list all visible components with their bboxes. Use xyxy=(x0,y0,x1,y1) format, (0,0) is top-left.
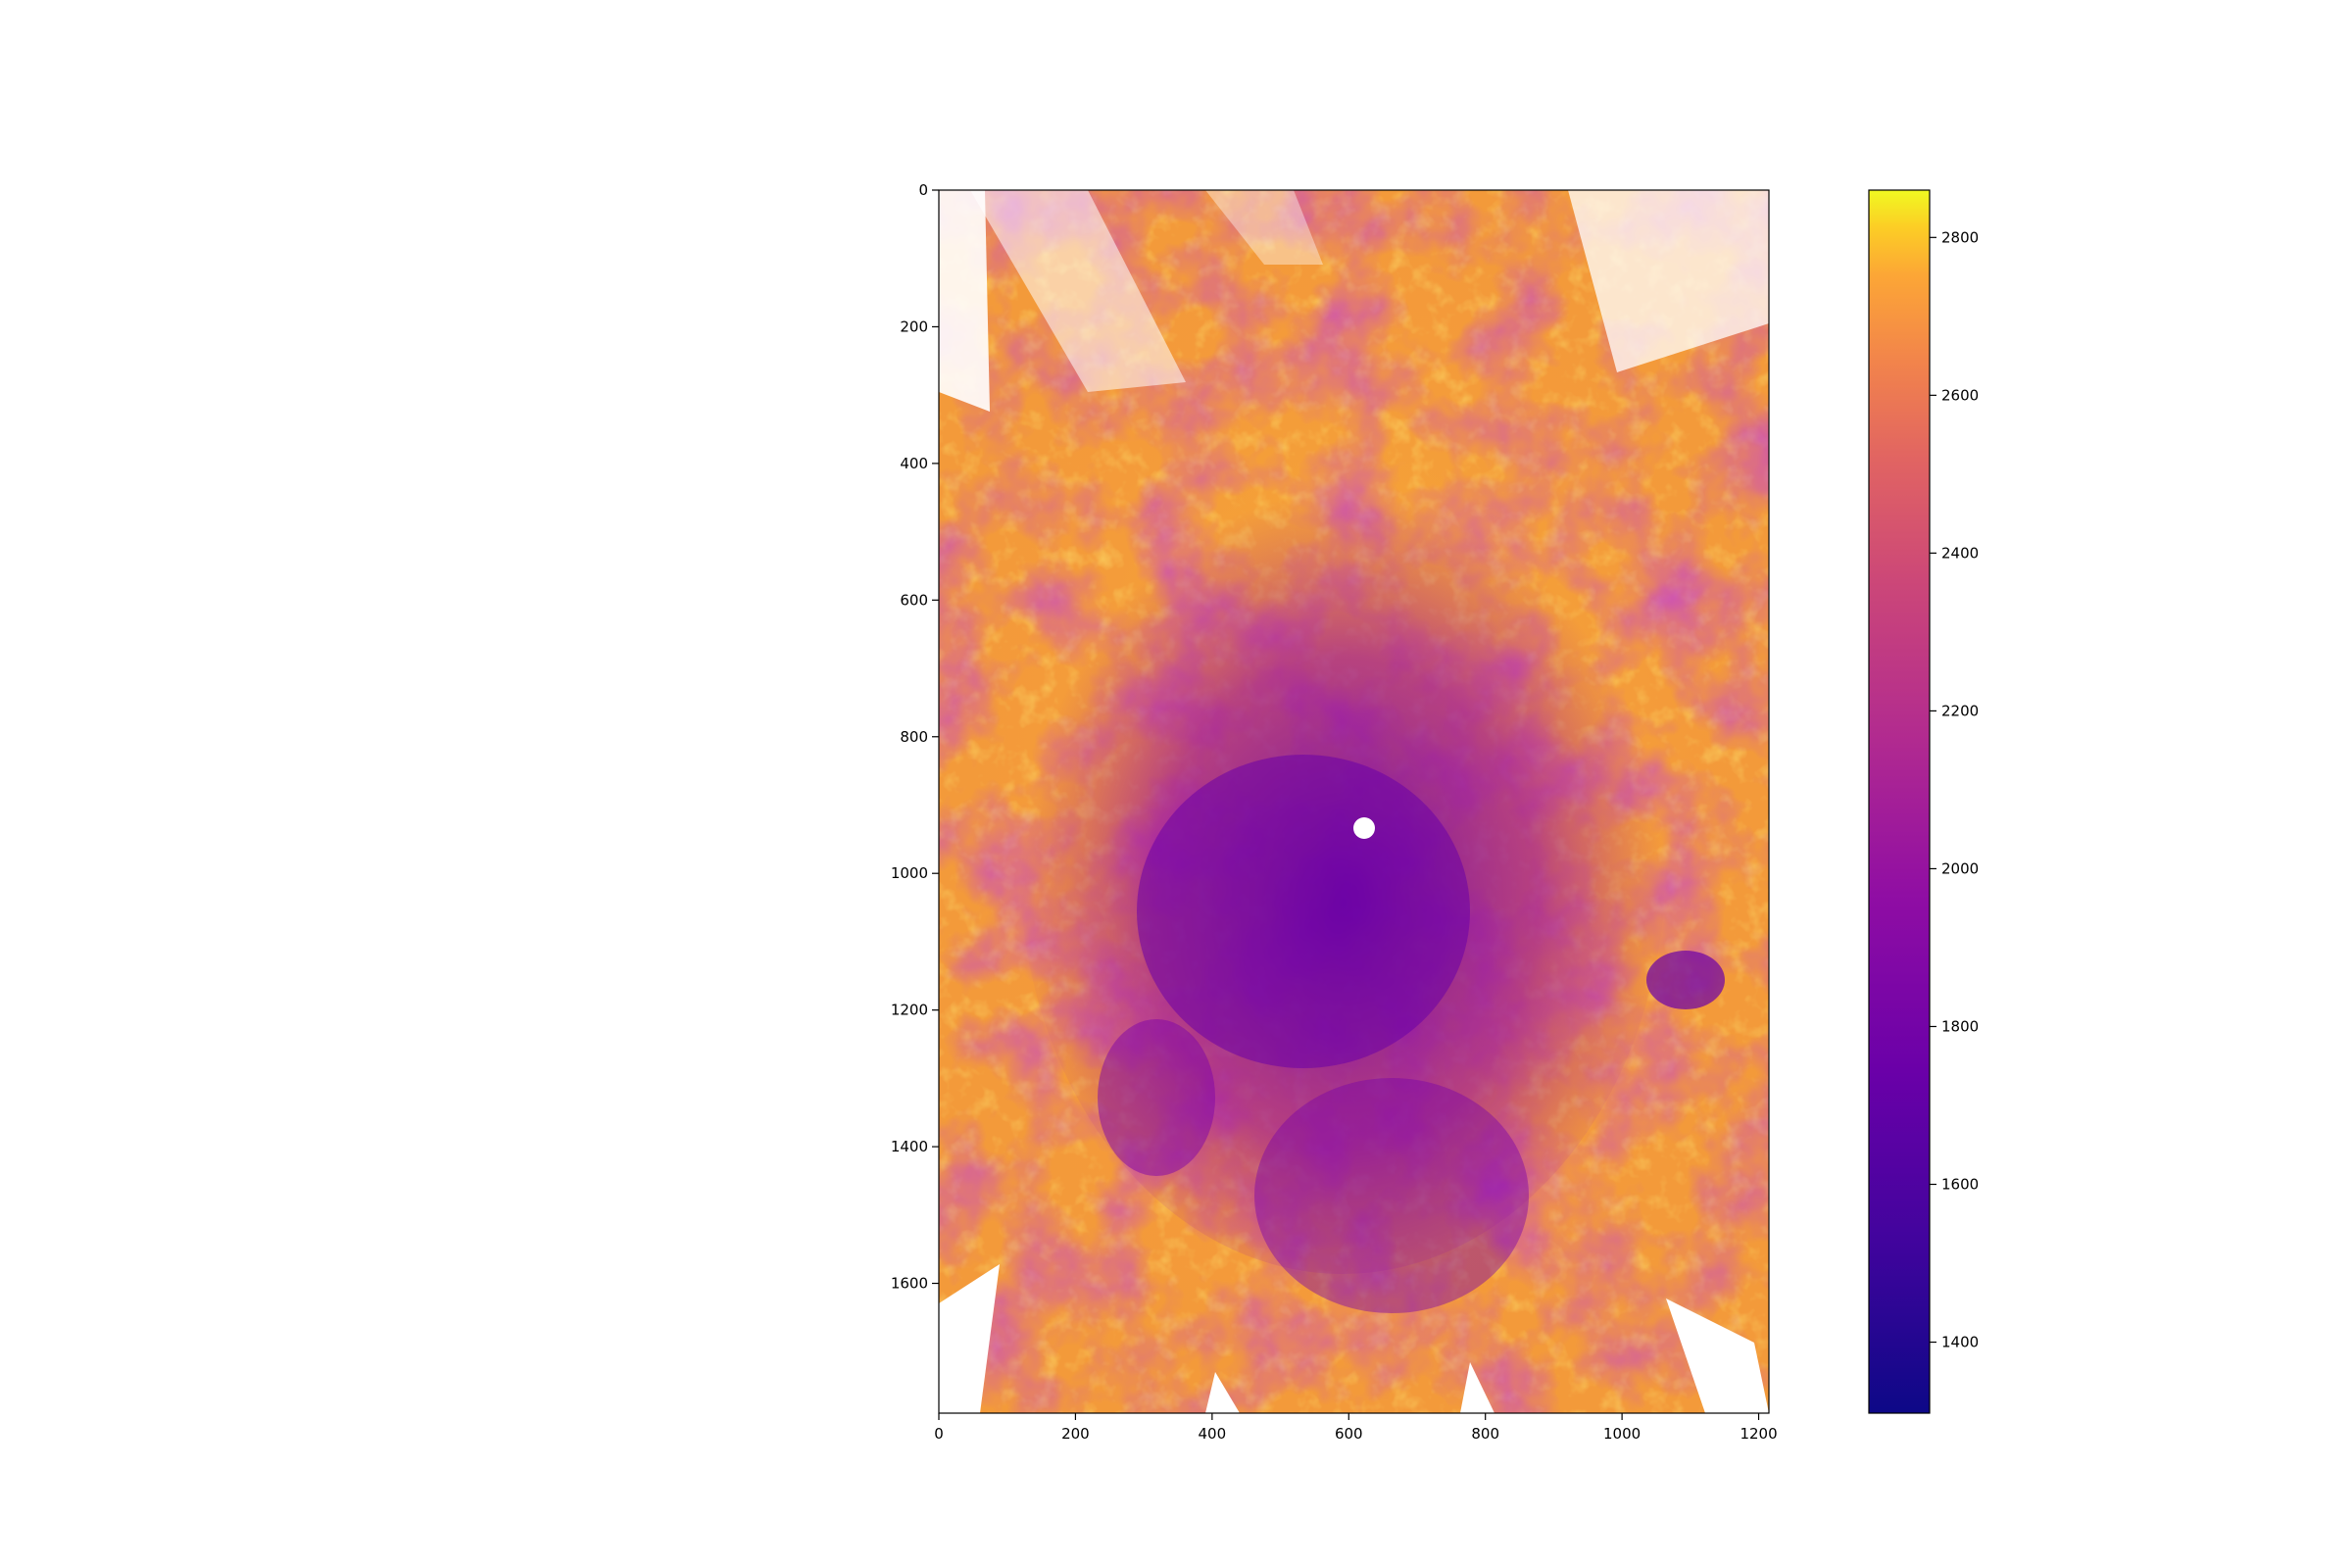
heatmap-image xyxy=(939,190,1769,1413)
x-axis: 0 200 400 600 800 1000 1200 xyxy=(934,1413,1778,1443)
plot-frame xyxy=(938,189,1770,1414)
y-tick-label: 1600 xyxy=(891,1275,928,1293)
x-tick-label: 1200 xyxy=(1740,1425,1777,1443)
y-tick-label: 1400 xyxy=(891,1138,928,1155)
x-tick-label: 600 xyxy=(1335,1425,1363,1443)
colorbar-tick-label: 1600 xyxy=(1941,1176,1979,1194)
y-tick-label: 800 xyxy=(900,728,928,746)
colorbar-tick-label: 1400 xyxy=(1941,1334,1979,1351)
colorbar-frame xyxy=(1868,189,1931,1414)
y-axis: 0 200 400 600 800 1000 1200 1400 1600 xyxy=(891,181,939,1293)
colorbar-gradient xyxy=(1869,190,1930,1413)
colorbar-tick-label: 2400 xyxy=(1941,544,1979,562)
y-tick-label: 1200 xyxy=(891,1002,928,1019)
colorbar-tick-label: 1800 xyxy=(1941,1017,1979,1035)
y-tick-label: 0 xyxy=(918,181,928,199)
colorbar-tick-label: 2000 xyxy=(1941,859,1979,877)
x-tick-label: 1000 xyxy=(1603,1425,1641,1443)
y-tick-label: 200 xyxy=(900,318,928,335)
colorbar-axis: 1400 1600 1800 2000 2200 2400 2600 2800 xyxy=(1930,228,1979,1351)
x-tick-label: 800 xyxy=(1471,1425,1499,1443)
y-tick-label: 400 xyxy=(900,455,928,472)
x-tick-label: 200 xyxy=(1061,1425,1090,1443)
colorbar-tick-label: 2800 xyxy=(1941,228,1979,246)
colorbar-tick-label: 2600 xyxy=(1941,386,1979,404)
x-tick-label: 400 xyxy=(1199,1425,1227,1443)
x-tick-label: 0 xyxy=(934,1425,944,1443)
y-tick-label: 600 xyxy=(900,591,928,609)
y-tick-label: 1000 xyxy=(891,864,928,882)
colorbar-tick-label: 2200 xyxy=(1941,702,1979,719)
